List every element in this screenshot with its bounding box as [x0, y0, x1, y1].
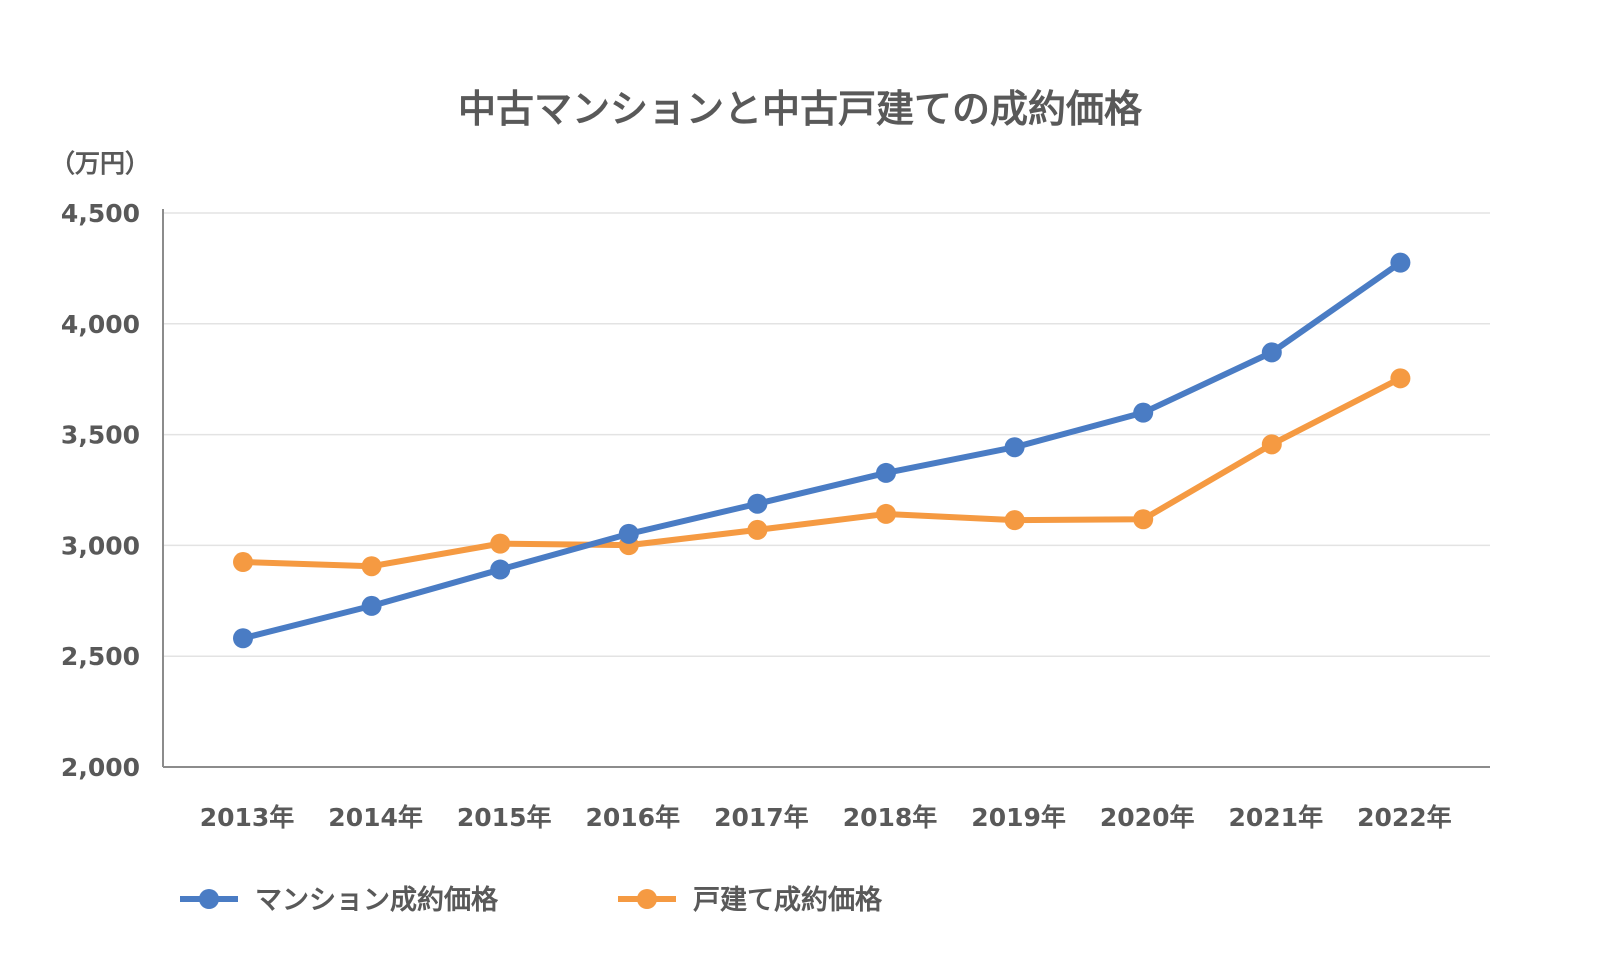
- y-tick-label: 2,500: [61, 642, 140, 671]
- legend: マンション成約価格 戸建て成約価格: [180, 884, 883, 916]
- data-point-mansion: [361, 595, 382, 616]
- data-point-mansion: [1261, 342, 1282, 363]
- data-point-mansion: [1390, 252, 1411, 273]
- data-point-mansion: [747, 493, 768, 514]
- legend-swatch-marker: [199, 889, 219, 909]
- y-tick-label: 2,000: [61, 753, 140, 782]
- series-line-house: [242, 375, 1402, 570]
- x-tick-label: 2020年: [1100, 803, 1195, 832]
- data-point-mansion: [618, 523, 639, 544]
- y-unit-label: （万円）: [50, 149, 150, 178]
- y-tick-label: 3,000: [61, 531, 140, 560]
- series: [233, 252, 1411, 649]
- y-tick-labels: 2,000 2,500 3,000 3,500 4,000 4,500: [61, 199, 140, 782]
- data-point-house: [490, 533, 511, 554]
- data-point-house: [233, 552, 253, 573]
- y-tick-label: 3,500: [61, 421, 140, 450]
- y-tick-label: 4,500: [61, 199, 140, 228]
- y-tick-label: 4,000: [61, 310, 140, 339]
- data-point-mansion: [1133, 402, 1154, 423]
- data-point-mansion: [876, 462, 896, 483]
- x-tick-labels: 2013年 2014年 2015年 2016年 2017年 2018年 2019年 2020年…: [200, 803, 1452, 832]
- data-point-house: [1390, 368, 1411, 389]
- legend-swatch-marker: [637, 889, 657, 909]
- x-tick-label: 2018年: [843, 803, 938, 832]
- x-tick-label: 2022年: [1357, 803, 1452, 832]
- chart-title: 中古マンションと中古戸建ての成約価格: [458, 87, 1143, 131]
- axes: [162, 209, 1490, 768]
- data-point-mansion: [233, 628, 253, 649]
- x-tick-label: 2016年: [586, 803, 681, 832]
- x-tick-label: 2017年: [714, 803, 809, 832]
- data-point-house: [1133, 509, 1154, 530]
- x-tick-label: 2014年: [328, 803, 423, 832]
- grid-lines: [163, 212, 1490, 657]
- x-tick-label: 2013年: [200, 803, 295, 832]
- x-tick-label: 2015年: [457, 803, 552, 832]
- legend-label: 戸建て成約価格: [693, 884, 883, 916]
- data-point-mansion: [1004, 437, 1025, 458]
- data-point-house: [747, 519, 768, 540]
- x-tick-label: 2021年: [1229, 803, 1324, 832]
- data-point-house: [1261, 434, 1282, 455]
- series-line-mansion: [242, 260, 1403, 642]
- legend-label: マンション成約価格: [255, 884, 499, 916]
- data-point-house: [876, 503, 896, 524]
- x-tick-label: 2019年: [971, 803, 1066, 832]
- data-point-mansion: [490, 559, 511, 580]
- data-point-house: [1004, 510, 1025, 531]
- data-point-house: [361, 556, 382, 577]
